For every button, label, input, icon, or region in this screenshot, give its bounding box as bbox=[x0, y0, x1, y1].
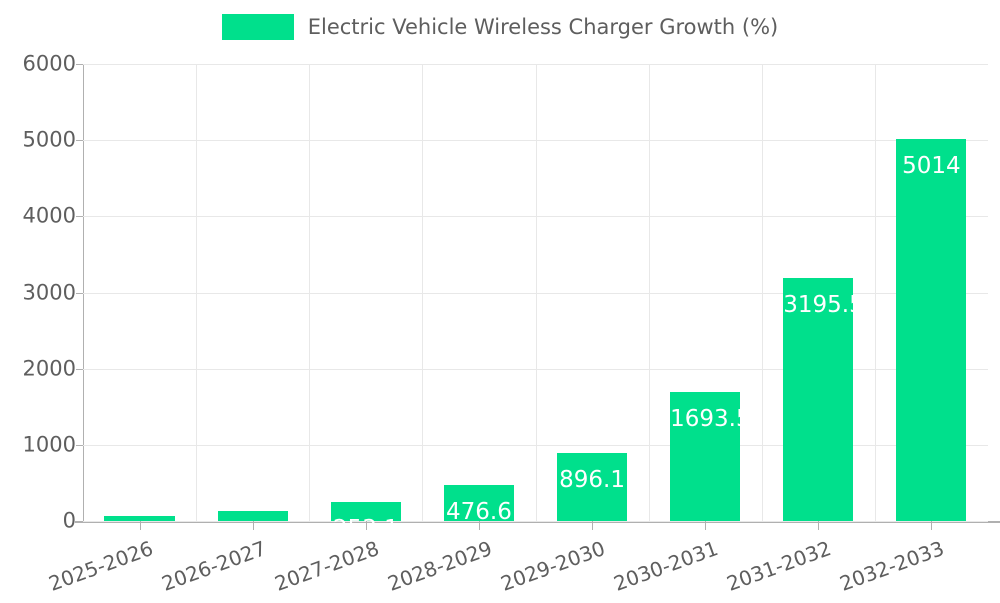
gridline-horizontal bbox=[83, 444, 988, 446]
x-axis-tick-mark bbox=[366, 521, 367, 530]
y-axis-tick-mark bbox=[76, 216, 83, 218]
bar[interactable] bbox=[556, 452, 628, 521]
x-axis-tick-label: 2031-2032 bbox=[723, 536, 835, 596]
y-axis-tick-label: 6000 bbox=[22, 51, 76, 76]
y-axis-tick-mark bbox=[76, 368, 83, 370]
x-axis-tick-label: 2025-2026 bbox=[45, 536, 156, 596]
bar[interactable] bbox=[104, 515, 175, 521]
gridline-horizontal bbox=[83, 521, 988, 522]
x-axis-tick-mark bbox=[705, 521, 706, 530]
gridline-vertical bbox=[649, 64, 650, 521]
bar[interactable] bbox=[443, 484, 514, 521]
y-axis-tick-mark bbox=[76, 140, 83, 142]
gridline-vertical bbox=[762, 64, 763, 521]
x-axis-tick-mark bbox=[931, 521, 932, 530]
x-axis-tick-label: 2030-2031 bbox=[610, 536, 722, 596]
plot-area: 71.2 2025-2026 133.9 2026-2027 253.1 2027-202… bbox=[45, 64, 1000, 596]
gridline-vertical bbox=[422, 64, 423, 521]
gridline-vertical bbox=[536, 64, 537, 521]
x-axis-tick-mark bbox=[592, 521, 593, 530]
bar[interactable] bbox=[217, 510, 288, 521]
bar[interactable] bbox=[670, 392, 741, 521]
y-axis-tick-label: 4000 bbox=[22, 203, 76, 228]
gridline-horizontal bbox=[83, 140, 988, 142]
y-axis-tick-label: 2000 bbox=[22, 356, 76, 381]
x-axis-tick-mark bbox=[479, 521, 480, 530]
x-axis-tick-mark bbox=[253, 521, 254, 530]
y-axis-tick-mark bbox=[76, 444, 83, 446]
gridline-vertical bbox=[196, 64, 197, 521]
y-axis-tick-mark bbox=[76, 292, 83, 294]
x-axis-tick-mark bbox=[818, 521, 819, 530]
gridline-horizontal bbox=[83, 292, 988, 294]
legend-label: Electric Vehicle Wireless Charger Growth… bbox=[307, 15, 779, 39]
gridline-vertical bbox=[309, 64, 310, 521]
gridline-vertical bbox=[875, 64, 876, 521]
x-axis-tick-mark bbox=[140, 521, 141, 530]
bar[interactable] bbox=[896, 139, 967, 521]
gridline-horizontal bbox=[83, 64, 988, 65]
gridline-horizontal bbox=[83, 368, 988, 370]
gridline-horizontal bbox=[83, 216, 988, 218]
x-axis-tick-label: 2028-2029 bbox=[384, 536, 496, 596]
x-axis-tick-label: 2026-2027 bbox=[158, 536, 269, 596]
y-axis-tick-mark bbox=[76, 64, 83, 65]
bar[interactable] bbox=[783, 277, 854, 521]
x-axis-tick-label: 2032-2033 bbox=[836, 536, 948, 596]
bar[interactable] bbox=[330, 501, 401, 521]
x-axis-tick-label: 2027-2028 bbox=[271, 536, 383, 596]
y-axis-tick-label: 0 bbox=[62, 508, 76, 533]
x-axis-line bbox=[75, 521, 1000, 523]
chart-legend: Electric Vehicle Wireless Charger Growth… bbox=[0, 14, 1000, 40]
y-axis-tick-label: 3000 bbox=[22, 280, 76, 304]
y-axis-tick-label: 5000 bbox=[22, 127, 76, 152]
x-axis-tick-label: 2029-2030 bbox=[497, 536, 609, 596]
y-axis-tick-label: 1000 bbox=[22, 432, 76, 457]
y-axis: 0 1000 2000 3000 4000 5000 6000 bbox=[0, 53, 83, 531]
legend-swatch-icon bbox=[221, 14, 294, 40]
